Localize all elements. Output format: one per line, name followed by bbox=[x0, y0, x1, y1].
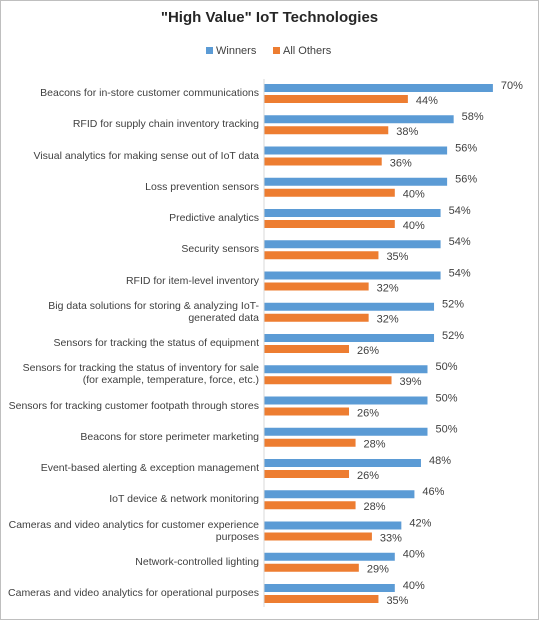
value-label: 50% bbox=[436, 392, 458, 404]
category-label: Beacons for store perimeter marketing bbox=[80, 430, 259, 443]
category-label: Predictive analytics bbox=[169, 212, 259, 224]
value-label: 26% bbox=[357, 407, 379, 419]
value-label: 56% bbox=[455, 174, 477, 186]
value-label: 35% bbox=[386, 595, 408, 607]
value-label: 35% bbox=[386, 251, 408, 263]
value-label: 56% bbox=[455, 142, 477, 154]
bar bbox=[264, 126, 389, 135]
value-label: 58% bbox=[462, 111, 484, 123]
bar bbox=[264, 490, 415, 499]
bar bbox=[264, 240, 441, 249]
bar bbox=[264, 470, 350, 478]
bar bbox=[264, 563, 359, 572]
bar bbox=[264, 584, 395, 592]
value-label: 33% bbox=[380, 532, 402, 544]
value-label: 28% bbox=[364, 439, 386, 451]
value-label: 54% bbox=[449, 205, 471, 217]
bar bbox=[264, 459, 421, 467]
value-label: 40% bbox=[403, 220, 425, 232]
legend-label: Winners bbox=[216, 45, 257, 57]
category-label: Visual analytics for making sense out of… bbox=[33, 149, 260, 162]
bar bbox=[264, 157, 382, 166]
value-label: 44% bbox=[416, 95, 438, 107]
value-label: 52% bbox=[442, 299, 464, 311]
value-label: 50% bbox=[436, 361, 458, 373]
value-label: 29% bbox=[367, 564, 389, 576]
bar bbox=[264, 271, 441, 280]
value-label: 46% bbox=[422, 486, 444, 498]
category-label: Sensors for tracking the status of equip… bbox=[53, 337, 259, 349]
bar bbox=[264, 95, 408, 103]
bar bbox=[264, 396, 428, 405]
bar bbox=[264, 177, 448, 186]
bar bbox=[264, 209, 441, 217]
bar bbox=[264, 532, 372, 541]
value-label: 40% bbox=[403, 549, 425, 561]
legend-label: All Others bbox=[283, 45, 332, 57]
value-label: 54% bbox=[449, 267, 471, 279]
category-label: IoT device & network monitoring bbox=[109, 493, 259, 506]
category-label: Beacons for in-store customer communicat… bbox=[40, 87, 259, 99]
category-label: Big data solutions for storing & analyzi… bbox=[48, 299, 259, 324]
value-label: 54% bbox=[449, 236, 471, 248]
value-label: 26% bbox=[357, 470, 379, 482]
bar bbox=[264, 313, 369, 322]
bar bbox=[264, 552, 395, 561]
bar bbox=[264, 302, 435, 311]
bar bbox=[264, 365, 428, 374]
category-label: Cameras and video analytics for customer… bbox=[8, 518, 259, 543]
category-label: RFID for item-level inventory bbox=[125, 274, 259, 287]
value-label: 26% bbox=[357, 345, 379, 357]
value-label: 28% bbox=[364, 501, 386, 513]
legend-swatch bbox=[206, 47, 213, 54]
bar bbox=[264, 427, 428, 436]
value-label: 36% bbox=[390, 157, 412, 169]
legend-swatch bbox=[273, 47, 280, 54]
chart-title: "High Value" IoT Technologies bbox=[160, 9, 379, 26]
category-label: Sensors for tracking the status of inven… bbox=[22, 362, 259, 387]
bar bbox=[264, 84, 493, 92]
value-label: 50% bbox=[436, 424, 458, 436]
bar bbox=[264, 188, 395, 197]
value-label: 48% bbox=[429, 455, 451, 467]
category-label: Security sensors bbox=[181, 243, 259, 256]
bar bbox=[264, 251, 379, 260]
value-label: 40% bbox=[403, 189, 425, 201]
category-label: RFID for supply chain inventory tracking bbox=[72, 118, 259, 131]
value-label: 52% bbox=[442, 330, 464, 342]
category-label: Sensors for tracking customer footpath t… bbox=[8, 399, 259, 412]
category-label: Network-controlled lighting bbox=[135, 555, 259, 568]
bar bbox=[264, 282, 369, 291]
value-label: 40% bbox=[403, 580, 425, 592]
bar bbox=[264, 501, 356, 510]
bar bbox=[264, 438, 356, 447]
value-label: 32% bbox=[377, 314, 399, 326]
value-label: 39% bbox=[400, 376, 422, 388]
value-label: 70% bbox=[501, 80, 523, 92]
value-label: 42% bbox=[409, 517, 431, 529]
bar bbox=[264, 334, 435, 342]
category-label: Event-based alerting & exception managem… bbox=[40, 462, 259, 474]
bar bbox=[264, 521, 402, 530]
bar bbox=[264, 376, 392, 385]
bar bbox=[264, 146, 448, 155]
bar bbox=[264, 345, 350, 353]
value-label: 32% bbox=[377, 282, 399, 294]
bar bbox=[264, 407, 350, 416]
bar bbox=[264, 595, 379, 603]
bar bbox=[264, 115, 454, 124]
value-label: 38% bbox=[396, 126, 418, 138]
category-label: Loss prevention sensors bbox=[145, 180, 259, 193]
category-label: Cameras and video analytics for operatio… bbox=[8, 587, 259, 599]
bar bbox=[264, 220, 395, 228]
